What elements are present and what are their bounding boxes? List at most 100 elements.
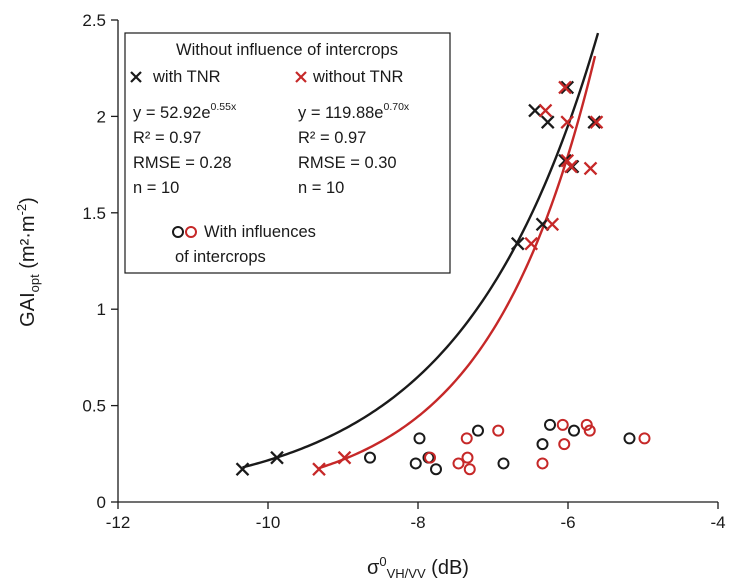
x-marker-stroke: [337, 450, 352, 465]
x-marker-stroke: [528, 103, 542, 118]
x-marker-stroke: [535, 217, 550, 232]
x-marker-stroke: [564, 159, 578, 174]
x-marker: [270, 450, 284, 465]
y-axis-title-sup: -2: [14, 204, 29, 216]
circle-marker: [492, 424, 505, 437]
x-marker: [538, 103, 553, 118]
y-tick-label: 1.5: [82, 204, 106, 223]
circle-marker: [424, 451, 436, 464]
circle-marker: [638, 432, 651, 445]
legend: Without influence of intercrops with TNR…: [124, 32, 451, 274]
circle-marker: [497, 457, 510, 470]
y-axis-title-sub: opt: [27, 274, 42, 292]
legend-title: Without influence of intercrops: [176, 41, 398, 59]
without-tnr-equation: y = 119.88e0.70x: [298, 101, 410, 122]
x-marker-stroke: [524, 236, 539, 251]
x-marker: [510, 236, 525, 251]
x-marker-stroke: [510, 236, 525, 251]
x-marker-stroke: [583, 161, 598, 176]
circle-marker: [461, 451, 474, 464]
with-tnr-equation-main: y = 52.92e: [133, 104, 211, 122]
x-marker: [558, 80, 572, 95]
x-axis-title: σ0VH/VV (dB): [367, 554, 469, 581]
fit-curve-with-tnr: [242, 32, 600, 469]
legend-intercrops-line1: With influences: [204, 223, 316, 241]
x-marker-stroke: [558, 80, 572, 95]
circle-marker: [472, 424, 484, 437]
circle-marker: [536, 457, 549, 470]
circle-marker: [430, 463, 442, 476]
with-tnr-equation-exp: 0.55x: [211, 101, 237, 113]
x-axis-title-main: σ: [367, 557, 380, 579]
x-marker: [337, 450, 352, 465]
x-marker-stroke: [560, 153, 575, 168]
x-marker: [540, 115, 555, 129]
circle-marker: [568, 424, 580, 437]
legend-x-black-icon: [130, 71, 142, 83]
circle-marker: [556, 418, 569, 431]
fit-curve-without-tnr: [318, 55, 597, 470]
circle-marker: [452, 457, 465, 470]
x-marker: [524, 236, 539, 251]
with-tnr-rmse: RMSE = 0.28: [133, 154, 232, 172]
x-axis-title-sup: 0: [379, 554, 386, 569]
y-axis-title-main: GAI: [17, 292, 39, 326]
with-tnr-r2: R² = 0.97: [133, 129, 201, 147]
circle-marker: [544, 418, 556, 431]
x-marker-stroke: [538, 103, 553, 118]
x-marker-stroke: [560, 115, 575, 129]
x-marker: [528, 103, 542, 118]
y-axis-title-close: ): [17, 197, 39, 204]
y-tick-label: 2: [97, 107, 106, 126]
x-marker: [589, 115, 604, 129]
circle-marker: [536, 438, 549, 451]
circle-marker: [583, 424, 596, 437]
x-marker-stroke: [545, 217, 560, 232]
y-tick-label: 0: [97, 493, 106, 512]
x-marker: [564, 159, 578, 174]
legend-intercrops-line2: of intercrops: [175, 248, 266, 266]
circle-marker: [409, 457, 422, 470]
x-marker-stroke: [540, 115, 555, 129]
legend-circle-red-icon: [185, 226, 197, 238]
with-tnr-equation: y = 52.92e0.55x: [133, 101, 237, 122]
x-marker: [587, 115, 602, 129]
legend-box: [124, 32, 451, 274]
x-axis-title-unit: (dB): [426, 557, 469, 579]
axes: 0 0.5 1 1.5 2 2.5 -12 -10 -8 -6 -4: [82, 11, 725, 532]
x-tick-label: -12: [106, 513, 131, 532]
x-marker-stroke: [560, 80, 575, 95]
circle-marker: [623, 432, 636, 445]
x-tick-label: -6: [560, 513, 575, 532]
y-tick-label: 1: [97, 300, 106, 319]
x-tick-label: -4: [710, 513, 725, 532]
circle-marker: [460, 432, 473, 445]
without-tnr-n: n = 10: [298, 179, 344, 197]
x-marker: [535, 217, 550, 232]
circle-marker: [580, 418, 593, 431]
circle-marker: [558, 438, 571, 451]
y-axis-title-unit: (m²·m: [17, 215, 39, 274]
x-marker: [312, 462, 326, 477]
without-tnr-rmse: RMSE = 0.30: [298, 154, 397, 172]
x-axis-title-sub: VH/VV: [387, 566, 426, 581]
x-marker: [235, 462, 250, 477]
with-tnr-n: n = 10: [133, 179, 179, 197]
y-tick-label: 2.5: [82, 11, 106, 30]
y-tick-label: 0.5: [82, 397, 106, 416]
circle-marker: [463, 463, 476, 476]
circle-marker: [413, 432, 426, 445]
x-tick-label: -10: [256, 513, 281, 532]
fit-curves: [242, 32, 600, 470]
x-marker: [560, 115, 575, 129]
legend-with-tnr-label: with TNR: [152, 68, 221, 86]
x-marker-stroke: [270, 450, 284, 465]
legend-without-tnr-label: without TNR: [312, 68, 404, 86]
without-tnr-r2: R² = 0.97: [298, 129, 366, 147]
circle-marker: [364, 451, 376, 464]
y-axis-title: GAIopt (m²·m-2): [14, 197, 42, 327]
x-marker: [583, 161, 598, 176]
x-marker-stroke: [589, 115, 604, 129]
legend-circle-black-icon: [172, 226, 184, 238]
